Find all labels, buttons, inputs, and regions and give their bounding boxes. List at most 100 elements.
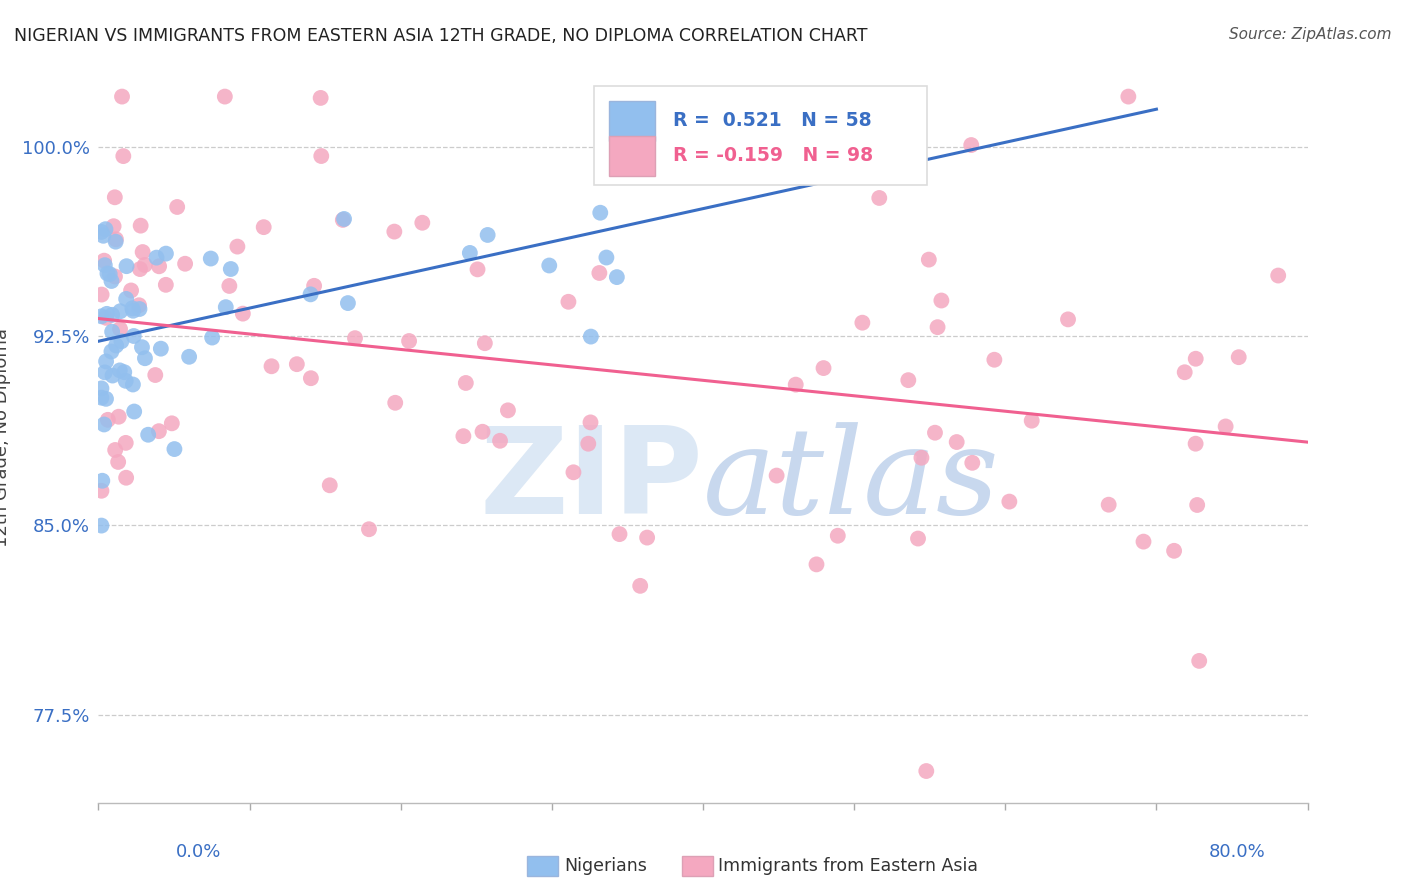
Point <box>136 427 159 442</box>
FancyBboxPatch shape <box>609 136 655 176</box>
Point <box>120 284 142 298</box>
Point <box>200 252 222 266</box>
Point <box>1185 498 1208 512</box>
Point <box>931 293 953 308</box>
Point <box>98 267 121 281</box>
Point <box>94 365 117 379</box>
Point <box>357 522 380 536</box>
Point <box>100 344 122 359</box>
Point <box>115 259 138 273</box>
Point <box>467 262 489 277</box>
Point <box>332 213 354 227</box>
Point <box>579 329 602 343</box>
Point <box>94 392 117 406</box>
Point <box>299 287 322 301</box>
Point <box>93 417 115 432</box>
Point <box>897 373 920 387</box>
Point <box>1184 351 1206 366</box>
Point <box>962 456 984 470</box>
Point <box>96 307 118 321</box>
Point <box>595 251 617 265</box>
Point <box>174 257 197 271</box>
Point <box>149 342 172 356</box>
Point <box>104 190 127 204</box>
Point <box>606 270 628 285</box>
Point <box>868 191 890 205</box>
Point <box>94 354 117 368</box>
Text: 0.0%: 0.0% <box>176 843 221 861</box>
Point <box>1215 419 1237 434</box>
Point <box>134 258 156 272</box>
Point <box>91 474 114 488</box>
Point <box>319 478 342 492</box>
Text: atlas: atlas <box>703 422 1000 540</box>
FancyBboxPatch shape <box>609 101 655 141</box>
Point <box>155 246 177 260</box>
Point <box>538 259 561 273</box>
Point <box>1057 312 1080 326</box>
Point <box>94 310 117 325</box>
Point <box>333 211 356 226</box>
Point <box>90 310 112 324</box>
Point <box>910 450 932 465</box>
Point <box>299 371 322 385</box>
Point <box>128 301 150 316</box>
Point <box>960 138 983 153</box>
Point <box>114 374 136 388</box>
Point <box>122 303 145 318</box>
Text: 80.0%: 80.0% <box>1209 843 1265 861</box>
Point <box>1184 436 1206 450</box>
Point <box>1163 543 1185 558</box>
Y-axis label: 12th Grade, No Diploma: 12th Grade, No Diploma <box>0 327 11 547</box>
Point <box>90 381 112 395</box>
Point <box>90 225 112 239</box>
Text: ZIP: ZIP <box>479 423 703 540</box>
Point <box>232 307 254 321</box>
Point <box>91 228 114 243</box>
Point <box>129 262 152 277</box>
Point <box>1267 268 1289 283</box>
Point <box>104 232 127 246</box>
Point <box>201 330 224 344</box>
Point <box>915 764 938 778</box>
Text: Nigerians: Nigerians <box>564 857 647 875</box>
Point <box>115 292 138 306</box>
Point <box>90 483 112 498</box>
Point <box>1098 498 1121 512</box>
Point <box>97 413 120 427</box>
Point <box>302 278 325 293</box>
Point <box>924 425 946 440</box>
Point <box>107 455 129 469</box>
Point <box>576 436 599 450</box>
Point <box>112 365 135 379</box>
Point <box>129 219 152 233</box>
Point <box>145 251 167 265</box>
Point <box>636 531 658 545</box>
Point <box>398 334 420 348</box>
Point <box>579 416 602 430</box>
Point <box>1118 89 1140 103</box>
Point <box>160 417 183 431</box>
Point <box>115 471 138 485</box>
Point <box>588 266 610 280</box>
Point <box>851 316 873 330</box>
Point <box>453 429 475 443</box>
Point <box>918 252 941 267</box>
Point <box>134 351 156 366</box>
Point <box>998 494 1021 508</box>
Point <box>101 308 124 322</box>
Point <box>384 396 406 410</box>
Point <box>1227 350 1250 364</box>
Point <box>122 404 145 418</box>
Point <box>765 468 787 483</box>
Point <box>219 262 242 277</box>
Point <box>226 239 249 253</box>
Point <box>907 532 929 546</box>
Point <box>104 269 127 284</box>
Point <box>1021 414 1043 428</box>
Point <box>285 357 308 371</box>
Point <box>309 91 332 105</box>
Point <box>104 235 127 249</box>
Point <box>179 350 201 364</box>
Point <box>111 89 134 103</box>
